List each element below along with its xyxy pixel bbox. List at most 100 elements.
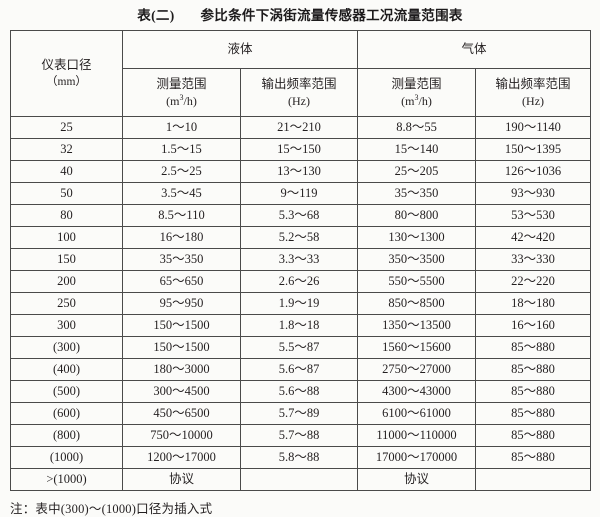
- header-liquid-output-frequency-unit: (Hz): [288, 93, 310, 108]
- table-row: 150 35～350 3.3～33 350～3500 33～330: [10, 248, 592, 271]
- title-text: 参比条件下涡街流量传感器工况流量范围表: [200, 8, 463, 23]
- cell-gas-measuring-range: 1350～13500: [357, 314, 477, 337]
- cell-gas-measuring-range: 350～3500: [357, 248, 477, 271]
- cell-diameter: 200: [10, 270, 123, 293]
- cell-gas-output-frequency: 42～420: [475, 226, 592, 249]
- cell-liquid-measuring-range: 16～180: [122, 226, 241, 249]
- cell-liquid-measuring-range: 1.5～15: [122, 138, 241, 161]
- cell-liquid-output-frequency: 5.6～87: [239, 358, 359, 381]
- cell-liquid-measuring-range: 2.5～25: [122, 160, 241, 183]
- cell-diameter: 40: [10, 160, 123, 183]
- cell-diameter: (800): [10, 424, 123, 447]
- cell-liquid-output-frequency: 5.5～87: [239, 336, 359, 359]
- header-row-subcolumns: 测量范围 (m3/h) 输出频率范围 (Hz) 测量范围 (m3/h) 输出频率…: [11, 68, 592, 117]
- cell-gas-output-frequency: 22～220: [475, 270, 592, 293]
- cell-diameter: (600): [10, 402, 123, 425]
- table-row: 300 150～1500 1.8～18 1350～13500 16～160: [10, 314, 592, 337]
- cell-liquid-measuring-range: 35～350: [122, 248, 241, 271]
- cell-diameter: 250: [10, 292, 123, 315]
- cell-liquid-output-frequency: 1.9～19: [239, 292, 359, 315]
- table-row: (500) 300～4500 5.6～88 4300～43000 85～880: [10, 380, 592, 403]
- header-liquid-measuring-range-label: 测量范围: [156, 76, 207, 91]
- header-liquid-output-frequency-label: 输出频率范围: [261, 76, 337, 91]
- cell-gas-output-frequency: 18～180: [475, 292, 592, 315]
- cell-gas-output-frequency: 85～880: [475, 358, 592, 381]
- cell-liquid-output-frequency: 5.2～58: [239, 226, 359, 249]
- header-gas-measuring-range-label: 测量范围: [391, 76, 442, 91]
- table-row: 250 95～950 1.9～19 850～8500 18～180: [10, 292, 592, 315]
- cell-gas-measuring-range: 协议: [357, 468, 477, 491]
- cell-gas-output-frequency: 126～1036: [475, 160, 592, 183]
- cell-diameter: 80: [10, 204, 123, 227]
- table-row: (1000) 1200～17000 5.8～88 17000～170000 85～880: [10, 446, 592, 469]
- table-row: (600) 450～6500 5.7～89 6100～61000 85～880: [10, 402, 592, 425]
- cell-liquid-output-frequency: 3.3～33: [239, 248, 359, 271]
- cell-gas-measuring-range: 550～5500: [357, 270, 477, 293]
- header-diameter-unit: （mm）: [46, 76, 87, 89]
- header-diameter-label: 仪表口径: [41, 58, 92, 73]
- cell-liquid-measuring-range: 300～4500: [122, 380, 241, 403]
- table-row: 32 1.5～15 15～150 15～140 150～1395: [10, 138, 592, 161]
- cell-diameter: 25: [10, 116, 123, 139]
- table-row: 50 3.5～45 9～119 35～350 93～930: [10, 182, 592, 205]
- table-row: (800) 750～10000 5.7～88 11000～110000 85～880: [10, 424, 592, 447]
- header-gas-measuring-range-unit: (m3/h): [401, 92, 432, 108]
- cell-diameter: 100: [10, 226, 123, 249]
- table-row: 200 65～650 2.6～26 550～5500 22～220: [10, 270, 592, 293]
- cell-liquid-measuring-range: 95～950: [122, 292, 241, 315]
- table-number: 表(二): [137, 8, 175, 23]
- cell-diameter: (400): [10, 358, 123, 381]
- cell-liquid-output-frequency: 5.3～68: [239, 204, 359, 227]
- table-row: >(1000) 协议 协议: [10, 468, 592, 491]
- cell-diameter: (1000): [10, 446, 123, 469]
- cell-diameter: 50: [10, 182, 123, 205]
- cell-gas-measuring-range: 8.8～55: [357, 116, 477, 139]
- header-gas-measuring-range: 测量范围 (m3/h): [357, 68, 477, 117]
- header-group-gas: 气体: [357, 30, 592, 69]
- cell-liquid-output-frequency: 1.8～18: [239, 314, 359, 337]
- cell-liquid-output-frequency: 2.6～26: [239, 270, 359, 293]
- cell-diameter: 32: [10, 138, 123, 161]
- cell-liquid-measuring-range: 150～1500: [122, 314, 241, 337]
- header-gas-output-frequency-range: 输出频率范围 (Hz): [475, 68, 592, 117]
- cell-diameter: 150: [10, 248, 123, 271]
- table-body: 25 1～10 21～210 8.8～55 190～1140 32 1.5～15 15～150…: [10, 116, 592, 491]
- cell-gas-measuring-range: 35～350: [357, 182, 477, 205]
- cell-gas-output-frequency: 190～1140: [475, 116, 592, 139]
- cell-liquid-output-frequency: 5.7～88: [239, 424, 359, 447]
- cell-liquid-measuring-range: 150～1500: [122, 336, 241, 359]
- cell-diameter: 300: [10, 314, 123, 337]
- header-row-groups: 仪表口径 （mm） 液体 气体: [10, 30, 592, 117]
- cell-liquid-measuring-range: 180～3000: [122, 358, 241, 381]
- cell-liquid-measuring-range: 450～6500: [122, 402, 241, 425]
- cell-gas-output-frequency: 16～160: [475, 314, 592, 337]
- cell-liquid-output-frequency: 15～150: [239, 138, 359, 161]
- cell-liquid-measuring-range: 1～10: [122, 116, 241, 139]
- header-gas-output-frequency-label: 输出频率范围: [495, 76, 571, 91]
- cell-gas-measuring-range: 850～8500: [357, 292, 477, 315]
- cell-diameter: (300): [10, 336, 123, 359]
- cell-liquid-measuring-range: 65～650: [122, 270, 241, 293]
- cell-gas-measuring-range: 2750～27000: [357, 358, 477, 381]
- table-header: 仪表口径 （mm） 液体 气体 测量范围 (m3/h) 输出频率范围 (Hz) …: [10, 30, 592, 117]
- cell-gas-measuring-range: 4300～43000: [357, 380, 477, 403]
- cell-gas-output-frequency: 85～880: [475, 446, 592, 469]
- cell-gas-output-frequency: 85～880: [475, 424, 592, 447]
- table-row: (300) 150～1500 5.5～87 1560～15600 85～880: [10, 336, 592, 359]
- cell-gas-measuring-range: 80～800: [357, 204, 477, 227]
- header-liquid-measuring-range-unit: (m3/h): [166, 92, 197, 108]
- cell-gas-output-frequency: 85～880: [475, 380, 592, 403]
- cell-gas-output-frequency: 150～1395: [475, 138, 592, 161]
- table-note: 注：表中(300)～(1000)口径为插入式: [10, 502, 213, 516]
- cell-gas-measuring-range: 11000～110000: [357, 424, 477, 447]
- cell-liquid-output-frequency: 5.6～88: [239, 380, 359, 403]
- cell-gas-measuring-range: 1560～15600: [357, 336, 477, 359]
- header-diameter: 仪表口径 （mm）: [10, 30, 123, 117]
- cell-gas-output-frequency: 93～930: [475, 182, 592, 205]
- cell-liquid-measuring-range: 8.5～110: [122, 204, 241, 227]
- cell-liquid-output-frequency: 9～119: [239, 182, 359, 205]
- cell-liquid-measuring-range: 协议: [122, 468, 241, 491]
- cell-gas-measuring-range: 17000～170000: [357, 446, 477, 469]
- cell-liquid-output-frequency: 5.7～89: [239, 402, 359, 425]
